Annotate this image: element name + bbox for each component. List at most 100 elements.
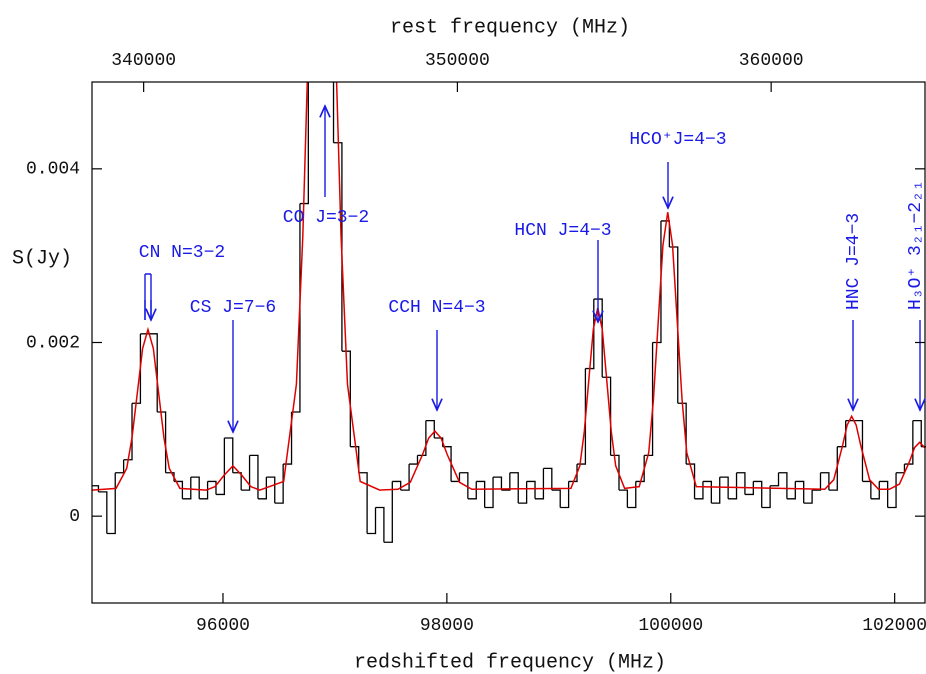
spectrum-channel <box>123 403 133 461</box>
spectrum-channel <box>484 477 494 509</box>
annotation: CO J=3−2 <box>283 208 369 228</box>
spectrum-channel <box>535 468 545 500</box>
spectrum-channel <box>702 480 712 504</box>
annotation: H₃O⁺ 3₂₁−2₂₁ <box>906 180 926 310</box>
spectrum-channel <box>232 472 242 491</box>
spectrum-channel <box>98 491 108 534</box>
spectrum-channel <box>332 82 335 143</box>
spectrum-channel <box>770 472 780 487</box>
spectrum-channel <box>644 342 654 457</box>
spectrum-channel <box>618 489 629 508</box>
spectrum-channel <box>753 480 763 508</box>
spectrum-channel <box>744 481 754 496</box>
spectrum-channel <box>207 480 217 495</box>
spectrum-channel <box>501 472 511 491</box>
spectrum-channel <box>241 455 251 491</box>
spectrum-channel <box>652 220 662 344</box>
spectrum-channel <box>299 82 309 205</box>
x-tick-label: 102000 <box>862 616 926 636</box>
spectrum-channel <box>896 464 906 474</box>
spectrum-channel <box>526 480 536 499</box>
spectrum-channel <box>409 455 419 465</box>
spectrum-channel <box>190 476 200 499</box>
spectrum-channel <box>854 420 864 482</box>
spectrum-channel <box>249 454 259 499</box>
spectrum-channel <box>157 411 167 473</box>
spectrum-channel <box>736 472 746 495</box>
spectrum-channel <box>266 476 276 504</box>
spectrum-channel <box>375 506 385 543</box>
spectrum-channel <box>560 481 570 509</box>
spectrum-channel <box>341 350 351 447</box>
spectrum-channel <box>358 472 368 534</box>
y-tick-label: 0.002 <box>26 333 80 353</box>
spectrum-channel <box>828 446 838 491</box>
spectrum-channel <box>92 485 100 492</box>
spectrum-channel <box>493 476 503 491</box>
spectrum-channel <box>795 480 805 504</box>
spectrum-channel <box>350 446 360 473</box>
spectrum-channel <box>333 142 343 352</box>
spectrum-channel <box>719 476 729 499</box>
x-tick-label: 98000 <box>420 616 474 636</box>
spectrum-channel <box>132 333 142 404</box>
spectrum-channel <box>904 420 914 465</box>
spectrum-channel <box>686 463 696 499</box>
spectrum-channel <box>115 459 125 474</box>
top-tick-label: 350000 <box>425 51 490 71</box>
spectrum-channel <box>837 420 847 448</box>
y-tick-label: 0 <box>69 507 80 527</box>
y-axis-label: S(Jy) <box>12 247 72 270</box>
annotation: CCH N=4−3 <box>388 298 485 318</box>
spectrum-channel <box>224 437 234 473</box>
plot-frame <box>91 81 926 604</box>
spectrum-channel <box>518 481 528 504</box>
spectrum-channel <box>635 455 645 483</box>
spectrum-channel <box>383 481 393 543</box>
spectrum-channel <box>627 481 637 509</box>
spectrum-channel <box>761 485 771 509</box>
spectrum-channel <box>182 477 192 500</box>
spectrum-channel <box>887 472 897 509</box>
spectrum-channel <box>593 298 603 378</box>
plot-area <box>92 82 926 543</box>
annotation: CS J=7−6 <box>190 298 276 318</box>
spectrum-channel <box>862 480 872 499</box>
spectrum-channel <box>442 446 452 482</box>
top-axis-label: rest frequency (MHz) <box>390 16 630 39</box>
spectrum-channel <box>912 420 922 447</box>
spectrum-channel <box>459 472 469 499</box>
spectrum-channel <box>786 481 796 500</box>
spectrum-channel <box>778 472 788 499</box>
spectrum-channel <box>291 203 301 413</box>
spectrum-channel <box>467 481 477 500</box>
top-tick-label: 340000 <box>111 51 176 71</box>
spectrum-channel <box>711 477 721 504</box>
annotation-arrow <box>145 300 151 320</box>
spectrum-channel <box>879 480 889 508</box>
spectrum-channel <box>728 472 738 500</box>
annotation: CN N=3−2 <box>139 243 225 263</box>
spectrum-channel <box>812 472 822 491</box>
x-axis-label: redshifted frequency (MHz) <box>354 651 666 674</box>
y-tick-label: 0.004 <box>26 160 80 180</box>
annotation: HCO⁺J=4−3 <box>629 130 726 150</box>
top-tick-label: 360000 <box>739 51 804 71</box>
spectrum-channel <box>476 480 486 508</box>
spectrum-channel <box>610 454 620 491</box>
spectrum-channel <box>509 472 519 504</box>
spectrum-channel <box>257 477 268 500</box>
spectrum-channel <box>820 472 830 491</box>
annotation: HNC J=4−3 <box>844 213 864 310</box>
x-tick-label: 96000 <box>196 616 250 636</box>
spectrum-channel <box>568 464 578 483</box>
spectrum-channel <box>870 481 880 500</box>
spectrum-channel <box>417 420 427 457</box>
spectrum-channel <box>400 464 410 491</box>
spectrum-channel <box>106 472 116 535</box>
annotation-arrow <box>144 273 152 320</box>
annotation: HCN J=4−3 <box>514 221 611 241</box>
x-tick-label: 100000 <box>638 616 703 636</box>
spectrum-channel <box>543 467 553 491</box>
